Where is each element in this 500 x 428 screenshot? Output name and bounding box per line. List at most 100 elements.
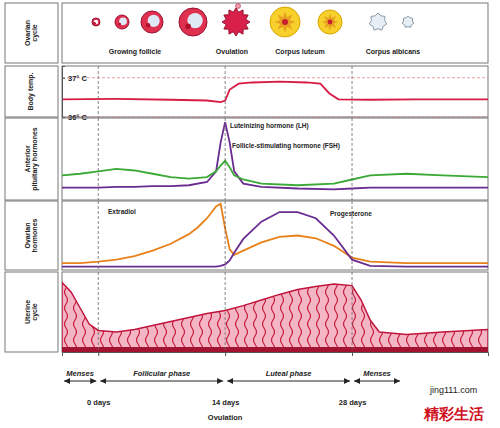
phase-arrow <box>64 381 96 382</box>
phase-arrow <box>227 381 350 382</box>
label-frame <box>5 118 58 200</box>
series-line <box>62 122 488 189</box>
tick-mark <box>98 352 99 356</box>
gland <box>155 272 158 352</box>
stage-label: Corpus albicans <box>366 48 421 56</box>
gland <box>452 272 455 352</box>
chart: OvariancycleGrowing follicleOvulationCor… <box>0 0 500 428</box>
gland <box>74 272 77 352</box>
panel-label: Body temp. <box>27 72 35 110</box>
ovary-icon <box>369 13 387 30</box>
panel-label-line: pituitary hormones <box>31 127 39 191</box>
gland <box>245 272 248 352</box>
phases: MensesFollicular phaseLuteal phaseMenses <box>64 369 400 381</box>
panel-label: Anteriorpituitary hormones <box>24 127 40 191</box>
grid <box>98 272 352 352</box>
gland <box>380 272 383 352</box>
gland <box>146 272 149 352</box>
panel-label-line: Uterine <box>24 300 31 324</box>
gland <box>101 272 104 352</box>
stage-label: Corpus luteum <box>275 48 324 56</box>
gland <box>353 272 356 352</box>
gland <box>470 272 473 352</box>
panel-label-line: Anterior <box>24 145 31 173</box>
phase-label: Menses <box>363 369 391 378</box>
panel-label-line: cycle <box>31 24 39 42</box>
gland <box>308 272 311 352</box>
gland <box>236 272 239 352</box>
label-frame <box>5 272 58 352</box>
grid-line-x <box>98 66 99 117</box>
ovary-icon <box>402 16 414 27</box>
gland <box>407 272 410 352</box>
ovary-icon <box>270 7 300 37</box>
corpus-luteum-core <box>275 12 296 33</box>
gland <box>299 272 302 352</box>
series-line <box>62 204 488 263</box>
gland <box>425 272 428 352</box>
gland <box>416 272 419 352</box>
grid-line-y <box>62 117 488 118</box>
gland <box>209 272 212 352</box>
plot-frame <box>62 272 488 352</box>
panel-label-line: Ovarian <box>24 222 31 248</box>
follicle <box>92 18 100 26</box>
gland <box>254 272 257 352</box>
gland <box>200 272 203 352</box>
grid-line-x <box>352 118 353 200</box>
axis-xticks: 0 days14 days28 days <box>63 352 489 407</box>
plot-area <box>62 204 488 267</box>
ovary-icon <box>222 4 250 37</box>
grid-line-x <box>225 272 226 352</box>
stage-label: Ovulation <box>216 48 248 55</box>
axis-yticks: 37° C36° C <box>62 67 87 122</box>
plot-area <box>62 272 488 352</box>
watermark-brand: 精彩生活 <box>423 405 484 422</box>
tick-mark <box>225 352 226 356</box>
grid <box>62 66 488 117</box>
watermark-url: jing111.com <box>429 385 477 395</box>
grid-line-x <box>352 272 353 352</box>
oocyte <box>236 4 241 9</box>
gland <box>272 272 275 352</box>
oocyte <box>118 23 121 26</box>
corpus-luteum-center <box>328 20 333 25</box>
corpus-luteum <box>318 10 342 34</box>
antrum <box>94 20 98 24</box>
gland <box>344 272 347 352</box>
tick-mark <box>62 78 65 79</box>
grid-line-x <box>98 118 99 200</box>
grid <box>98 201 352 270</box>
series-label: Follicle-stimulating hormone (FSH) <box>232 142 340 150</box>
gland <box>182 272 185 352</box>
corpus-luteum-center <box>282 19 288 25</box>
panel-label-line: Ovarian <box>24 20 31 46</box>
grid-line-y <box>62 77 488 78</box>
follicle <box>179 8 207 36</box>
row-frame <box>5 3 58 63</box>
axis-line <box>63 353 489 357</box>
gland <box>65 272 68 352</box>
corpus-albicans <box>402 16 414 27</box>
follicle <box>115 15 129 29</box>
series-label: Luteinizing hormone (LH) <box>230 122 309 130</box>
ovulation-follicle <box>222 8 250 36</box>
basal-layer <box>62 347 488 352</box>
oocyte <box>185 23 191 29</box>
gland <box>335 272 338 352</box>
gland <box>443 272 446 352</box>
gland <box>218 272 221 352</box>
ovary-icon <box>179 8 207 36</box>
gland <box>317 272 320 352</box>
gland <box>479 272 482 352</box>
grid-line-x <box>225 118 226 200</box>
axis-line <box>63 67 66 118</box>
plot-area <box>62 82 488 102</box>
stage-label: Growing follicle <box>109 48 162 56</box>
panel-label-line: Body temp. <box>27 72 35 110</box>
ovary-icon <box>141 11 163 33</box>
grid-line-x <box>98 272 99 352</box>
tick: 14 days <box>212 352 240 407</box>
label-frame <box>5 66 58 117</box>
gland <box>128 272 131 352</box>
